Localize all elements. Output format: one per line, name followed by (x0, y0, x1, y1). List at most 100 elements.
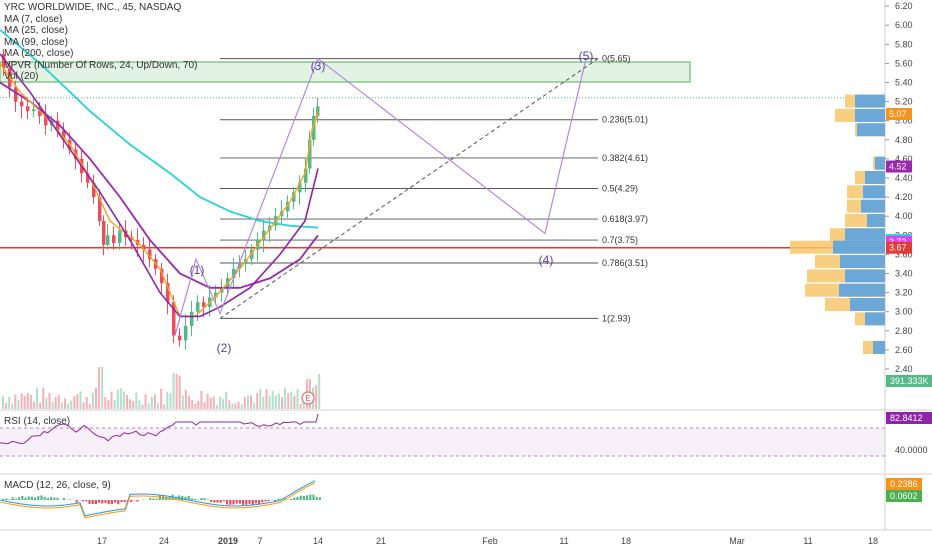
volume-bar (200, 391, 202, 409)
macd-bar (114, 500, 116, 503)
volume-bar (126, 395, 128, 409)
volume-bar (207, 394, 209, 409)
macd-bar (98, 500, 100, 503)
macd-bar (5, 498, 7, 500)
macd-bar (12, 497, 14, 500)
fib-level-label: 0.786(3.51) (602, 258, 648, 268)
macd-bar (239, 500, 241, 504)
macd-bar (216, 500, 218, 503)
vpvr-row-up (865, 171, 885, 184)
volume-bar (216, 405, 218, 409)
volume-bar (114, 400, 116, 409)
volume-bar (300, 404, 302, 409)
macd-bar (152, 498, 154, 500)
volume-bar (45, 397, 47, 409)
macd-bar (264, 500, 266, 501)
volume-bar (163, 405, 165, 409)
legend-ma25[interactable]: MA (25, close) (4, 25, 197, 37)
macd-bar (124, 500, 126, 502)
volume-bar (83, 403, 85, 409)
wave-label: (2) (217, 341, 232, 355)
volume-badge-label: 391.333K (890, 376, 929, 386)
volume-bar (281, 397, 283, 409)
macd-bar (111, 500, 113, 504)
volume-bar (194, 404, 196, 409)
macd-bar (24, 498, 26, 500)
legend-ma7[interactable]: MA (7, close) (4, 14, 197, 26)
fib-level-label: 1(2.93) (602, 313, 631, 323)
macd-bar (104, 500, 106, 503)
volume-bar (173, 373, 175, 409)
volume-bar (293, 396, 295, 409)
price-tick-label: 6.20 (895, 1, 913, 11)
volume-bar (275, 395, 277, 409)
volume-bar (210, 398, 212, 409)
macd-bar (191, 498, 193, 500)
macd-bar (213, 500, 215, 502)
vpvr-row-up (833, 241, 885, 254)
macd-bar (149, 498, 151, 500)
price-tick-label: 5.80 (895, 39, 913, 49)
volume-bar (318, 374, 320, 409)
volume-bar (14, 394, 16, 409)
volume-bar (101, 367, 103, 409)
legend-ma200[interactable]: MA (200, close) (4, 48, 197, 60)
volume-bar (247, 395, 249, 409)
volume-bar (76, 394, 78, 409)
time-tick-label: 18 (868, 536, 878, 546)
vpvr-row-up (839, 284, 885, 297)
volume-bar (244, 397, 246, 409)
volume-bar (64, 399, 66, 409)
volume-bar (67, 404, 69, 409)
macd-legend[interactable]: MACD (12, 26, close, 9) (4, 480, 111, 491)
macd-bar (101, 500, 103, 503)
volume-bar (86, 397, 88, 409)
macd-bar (31, 497, 33, 500)
macd-bar (53, 498, 55, 500)
volume-bar (98, 367, 100, 409)
legend-ma99[interactable]: MA (99, close) (4, 37, 197, 49)
macd-bar (242, 500, 244, 505)
volume-bar (284, 387, 286, 409)
volume-bar (11, 404, 13, 409)
macd-bar (200, 498, 202, 500)
macd-bar (293, 498, 295, 500)
volume-bar (107, 400, 109, 409)
volume-bar (253, 403, 255, 409)
macd-bar (82, 500, 84, 501)
fib-level-label: 0.236(5.01) (602, 115, 648, 125)
price-tick-label: 4.00 (895, 211, 913, 221)
volume-bar (148, 403, 150, 409)
macd-bar (136, 500, 138, 502)
volume-bar (123, 392, 125, 409)
macd-bar (255, 500, 257, 503)
vpvr-row-up (873, 341, 885, 354)
volume-bar (231, 404, 233, 409)
time-tick-label: 18 (621, 536, 631, 546)
earnings-marker-label: E (305, 394, 310, 403)
volume-bar (179, 376, 181, 409)
candle-body (118, 231, 122, 243)
macd-bar (108, 500, 110, 504)
volume-bar (61, 402, 63, 409)
volume-bar (132, 401, 134, 409)
price-tick-label: 3.40 (895, 269, 913, 279)
macd-bar (44, 497, 46, 500)
volume-bar (18, 400, 20, 409)
wave-label: (3) (311, 59, 326, 73)
macd-bar (28, 497, 30, 500)
legend-volume[interactable]: Vol (20) (4, 71, 197, 83)
volume-bar (117, 390, 119, 409)
volume-bar (80, 391, 82, 409)
macd-bar (47, 498, 49, 500)
candle-body (190, 312, 194, 326)
volume-bar (145, 394, 147, 409)
volume-bar (278, 394, 280, 409)
macd-bar (18, 497, 20, 500)
volume-bar (36, 388, 38, 409)
rsi-legend[interactable]: RSI (14, close) (4, 416, 70, 427)
macd-bar (319, 497, 321, 500)
legend-vpvr[interactable]: VPVR (Number Of Rows, 24, Up/Down, 70) (4, 60, 197, 72)
